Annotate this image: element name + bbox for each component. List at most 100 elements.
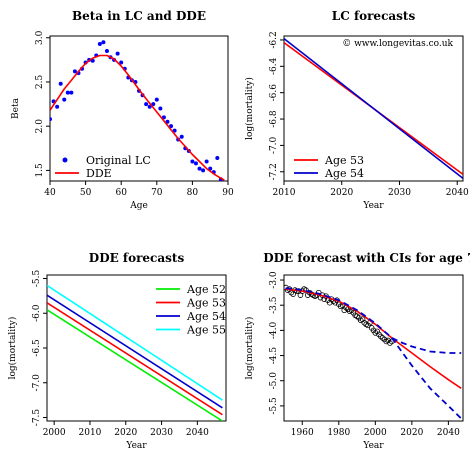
legend-label: Age 55 [186, 324, 226, 337]
data-point [204, 159, 209, 164]
legend-label: Original LC [86, 154, 151, 167]
data-point [62, 97, 67, 102]
legend-entry: Original LC [62, 154, 151, 167]
data-point [115, 51, 120, 56]
y-tick-label: -6.6 [269, 84, 279, 102]
legend-entry: Age 53 [156, 297, 226, 310]
legend-label: Age 52 [186, 283, 226, 296]
legend-entry: Age 53 [294, 154, 364, 167]
x-tick-label: 2030 [388, 188, 411, 198]
plot-area [50, 40, 226, 181]
x-tick-label: 2000 [43, 428, 66, 438]
y-tick-label: -7.0 [269, 136, 279, 154]
data-point [197, 166, 202, 171]
copyright-annotation: © www.longevitas.co.uk [342, 39, 453, 49]
legend-label: DDE [86, 167, 112, 180]
chart-title: Beta in LC and DDE [72, 9, 206, 23]
series-line [47, 302, 223, 416]
data-point [65, 90, 70, 95]
x-axis-label: Year [362, 441, 384, 451]
x-tick-label: 60 [115, 188, 127, 198]
series-line [47, 309, 223, 421]
legend-entry: Age 52 [156, 283, 226, 296]
y-tick-label: -3.0 [269, 271, 279, 289]
y-tick-label: -4.0 [269, 321, 279, 339]
legend-label: Age 54 [324, 167, 364, 180]
y-tick-label: 3.0 [35, 30, 45, 45]
x-tick-label: 70 [151, 188, 163, 198]
y-tick-label: -6.2 [269, 31, 279, 48]
y-tick-label: -6.5 [32, 339, 42, 357]
y-tick-label: -7.5 [32, 409, 42, 427]
x-tick-label: 2040 [446, 188, 469, 198]
x-tick-label: 2030 [150, 428, 173, 438]
y-tick-label: -7.2 [269, 163, 279, 180]
data-point [144, 102, 149, 107]
data-point [119, 60, 124, 65]
legend-entry: Age 54 [156, 310, 226, 323]
x-tick-label: 2020 [330, 188, 353, 198]
y-tick-label: -4.5 [269, 347, 279, 365]
chart-panel-2: LC forecasts 2010 2020 2030 2040 -7.2 -7.0 -6.8… [244, 9, 469, 211]
x-tick-label: 2020 [400, 428, 423, 438]
data-point [169, 124, 174, 129]
y-tick-label: -5.5 [269, 397, 279, 415]
y-tick-label: -7.0 [32, 374, 42, 392]
x-tick-label: 2010 [79, 428, 102, 438]
y-tick-label: -6.0 [32, 304, 42, 322]
data-point [354, 313, 360, 320]
y-axis-label: log(mortality) [244, 77, 255, 140]
legend-label: Age 54 [186, 310, 226, 323]
data-point [158, 106, 163, 111]
plot-frame [283, 274, 464, 422]
data-point [69, 90, 74, 95]
y-tick-label: 2.0 [35, 119, 45, 134]
y-tick-label: 1.5 [35, 163, 45, 178]
data-point [147, 104, 152, 109]
data-point [387, 340, 393, 346]
data-point [374, 328, 380, 335]
x-tick-label: 1960 [291, 428, 314, 438]
series-line [47, 294, 223, 409]
y-axis-label: log(mortality) [7, 317, 18, 380]
data-point [104, 49, 109, 54]
series-line [285, 288, 462, 389]
y-tick-label: -5.5 [32, 270, 42, 288]
plot-frame [49, 35, 229, 182]
data-point [161, 115, 166, 120]
legend-label: Age 53 [324, 154, 364, 167]
y-axis-label: log(mortality) [244, 317, 255, 380]
data-point [72, 69, 77, 74]
x-tick-label: 2000 [364, 428, 387, 438]
y-tick-label: 2.5 [35, 75, 45, 90]
data-point [172, 128, 177, 133]
chart-title: DDE forecast with CIs for age 70 [263, 251, 470, 265]
data-point [193, 161, 198, 166]
data-point [361, 320, 368, 326]
data-point [50, 117, 52, 122]
data-point [378, 333, 384, 340]
x-tick-label: 1980 [327, 428, 350, 438]
x-tick-label: 90 [222, 188, 234, 198]
data-point [55, 104, 60, 109]
plot-area [284, 37, 463, 180]
x-axis-label: Year [362, 201, 384, 211]
x-tick-label: 2010 [273, 188, 296, 198]
series-line [47, 284, 223, 401]
legend-marker [62, 157, 68, 163]
x-axis-label: Year [125, 441, 147, 451]
series-line [284, 37, 463, 180]
y-tick-label: -6.4 [269, 57, 279, 75]
plot-area [47, 284, 223, 421]
x-tick-label: 2020 [114, 428, 137, 438]
y-tick-label: -6.8 [269, 110, 279, 128]
data-point [165, 119, 170, 124]
chart-title: DDE forecasts [89, 251, 185, 265]
x-tick-label: 80 [187, 188, 199, 198]
x-axis-label: Age [129, 201, 148, 211]
data-point [179, 134, 184, 139]
data-point [154, 97, 159, 102]
x-tick-label: 2040 [186, 428, 209, 438]
x-tick-label: 40 [44, 188, 56, 198]
chart-panel-4: DDE forecast with CIs for age 70 1960 1980… [244, 251, 470, 451]
